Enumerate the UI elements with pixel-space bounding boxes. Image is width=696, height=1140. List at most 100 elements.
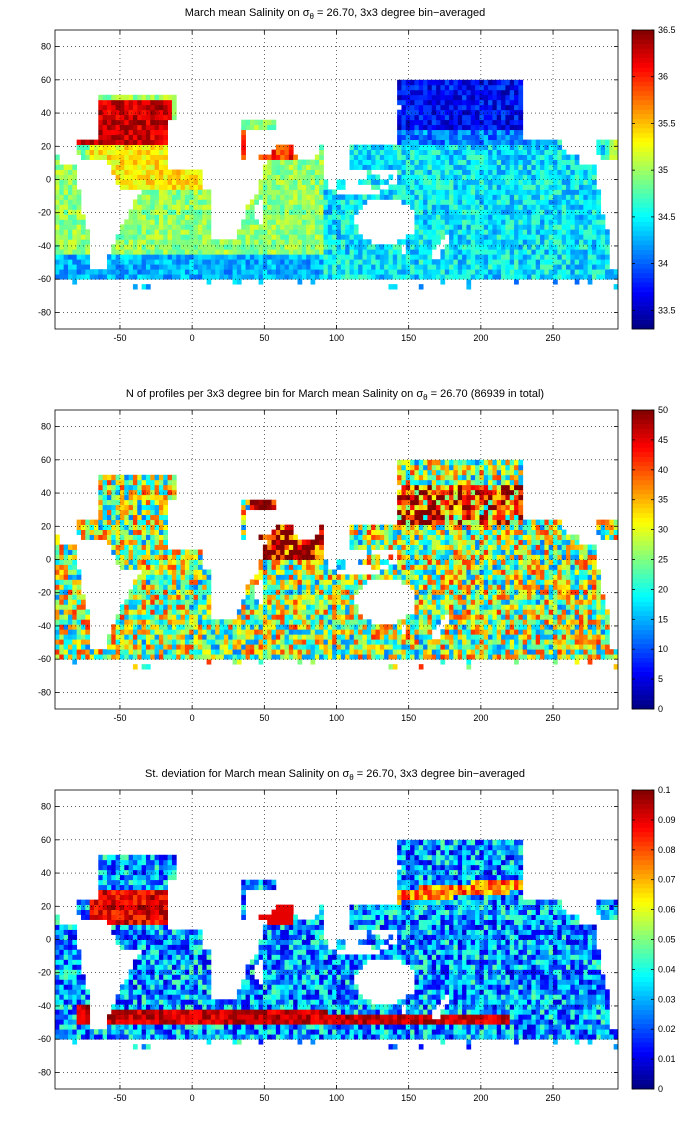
heatmap-cell xyxy=(280,634,285,640)
heatmap-cell xyxy=(102,654,108,660)
heatmap-cell xyxy=(366,154,372,160)
heatmap-cell xyxy=(371,159,376,165)
heatmap-cell xyxy=(574,159,580,165)
heatmap-cell xyxy=(241,604,246,610)
heatmap-cell xyxy=(145,159,151,165)
heatmap-cell xyxy=(132,134,138,141)
heatmap-cell xyxy=(254,644,259,650)
heatmap-cell xyxy=(405,184,411,190)
heatmap-cell xyxy=(548,169,554,175)
heatmap-cell xyxy=(163,539,168,545)
heatmap-cell xyxy=(353,254,359,260)
heatmap-cell xyxy=(284,609,290,615)
heatmap-cell xyxy=(548,259,554,265)
heatmap-cell xyxy=(128,634,134,640)
heatmap-cell xyxy=(284,184,290,190)
heatmap-cell xyxy=(55,544,60,550)
heatmap-cell xyxy=(145,149,151,155)
heatmap-cell xyxy=(483,204,489,210)
heatmap-cell xyxy=(132,599,138,605)
heatmap-cell xyxy=(284,259,290,265)
heatmap-cell xyxy=(319,169,324,175)
heatmap-cell xyxy=(206,239,212,245)
heatmap-cell xyxy=(124,169,130,175)
heatmap-cell xyxy=(501,189,506,195)
heatmap-cell xyxy=(215,254,220,260)
heatmap-cell xyxy=(158,589,164,595)
heatmap-cell xyxy=(293,199,298,205)
heatmap-cell xyxy=(518,79,524,86)
heatmap-cell xyxy=(466,164,472,170)
heatmap-cell xyxy=(388,249,394,255)
heatmap-cell xyxy=(436,149,441,155)
heatmap-cell xyxy=(605,139,610,146)
heatmap-cell xyxy=(414,184,420,190)
heatmap-cell xyxy=(59,569,65,575)
heatmap-cell xyxy=(163,239,168,245)
heatmap-cell xyxy=(436,154,441,160)
heatmap-cell xyxy=(85,624,91,630)
heatmap-cell xyxy=(137,584,143,590)
heatmap-cell xyxy=(613,139,618,146)
heatmap-cell xyxy=(466,119,472,126)
heatmap-cell xyxy=(479,164,485,170)
heatmap-cell xyxy=(76,614,82,620)
heatmap-cell xyxy=(128,129,134,136)
heatmap-cell xyxy=(275,194,281,200)
heatmap-cell xyxy=(418,109,424,116)
heatmap-cell xyxy=(488,214,493,220)
heatmap-cell xyxy=(280,549,285,555)
heatmap-cell xyxy=(540,174,545,180)
heatmap-cell xyxy=(427,94,433,101)
heatmap-cell xyxy=(522,244,528,250)
heatmap-cell xyxy=(301,554,307,560)
heatmap-cell xyxy=(310,179,316,185)
heatmap-cell xyxy=(336,619,342,625)
heatmap-cell xyxy=(245,624,251,630)
heatmap-cell xyxy=(388,264,394,270)
heatmap-cell xyxy=(600,244,606,250)
heatmap-cell xyxy=(267,224,272,230)
heatmap-cell xyxy=(457,134,463,141)
heatmap-cell xyxy=(115,239,121,245)
heatmap-cell xyxy=(470,249,476,255)
heatmap-cell xyxy=(566,169,571,175)
heatmap-cell xyxy=(115,94,121,101)
heatmap-cell xyxy=(293,179,298,185)
colorbar-step xyxy=(632,76,654,82)
heatmap-cell xyxy=(267,614,272,620)
heatmap-cell xyxy=(570,249,576,255)
heatmap-cell xyxy=(475,139,480,146)
heatmap-cell xyxy=(145,104,151,111)
heatmap-cell xyxy=(176,169,181,175)
heatmap-cell xyxy=(167,479,173,486)
heatmap-cell xyxy=(111,259,117,265)
heatmap-cell xyxy=(154,504,160,511)
heatmap-cell xyxy=(418,194,424,200)
heatmap-cell xyxy=(470,179,476,185)
heatmap-cell xyxy=(314,594,320,600)
heatmap-cell xyxy=(384,144,389,150)
heatmap-cell xyxy=(167,639,173,645)
heatmap-cell xyxy=(319,254,324,260)
heatmap-cell xyxy=(150,549,156,555)
heatmap-cell xyxy=(509,189,515,195)
heatmap-cell xyxy=(124,229,130,235)
x-tick-label: -50 xyxy=(113,333,126,343)
heatmap-cell xyxy=(271,589,277,595)
heatmap-cell xyxy=(67,239,73,245)
heatmap-cell xyxy=(505,169,511,175)
heatmap-cell xyxy=(145,224,151,230)
heatmap-cell xyxy=(457,209,463,215)
heatmap-cell xyxy=(106,514,112,521)
heatmap-cell xyxy=(505,129,511,136)
heatmap-cell xyxy=(527,259,532,265)
heatmap-cell xyxy=(55,549,60,555)
heatmap-cell xyxy=(431,99,437,106)
heatmap-cell xyxy=(128,519,134,526)
heatmap-cell xyxy=(323,274,329,280)
heatmap-cell xyxy=(124,604,130,610)
heatmap-cell xyxy=(336,239,342,245)
heatmap-cell xyxy=(67,209,73,215)
heatmap-cell xyxy=(119,144,125,150)
